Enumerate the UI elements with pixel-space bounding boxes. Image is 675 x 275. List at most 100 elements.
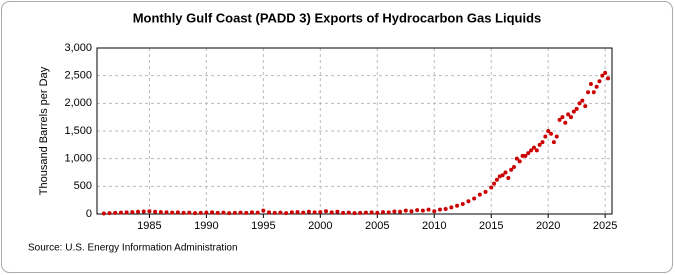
point bbox=[318, 210, 323, 215]
point bbox=[244, 210, 249, 215]
point bbox=[483, 189, 488, 194]
point bbox=[594, 84, 599, 89]
point bbox=[551, 140, 556, 145]
point bbox=[526, 151, 531, 156]
point bbox=[443, 207, 448, 212]
point bbox=[363, 210, 368, 215]
point bbox=[295, 210, 300, 215]
point bbox=[312, 210, 317, 215]
point bbox=[574, 106, 579, 111]
x-tick-label: 2000 bbox=[308, 220, 332, 232]
point bbox=[392, 209, 397, 214]
point bbox=[118, 210, 123, 215]
point bbox=[549, 131, 554, 136]
point bbox=[164, 210, 169, 215]
point bbox=[415, 208, 420, 213]
point bbox=[529, 148, 534, 153]
y-tick-label: 1,500 bbox=[64, 125, 92, 137]
point bbox=[571, 109, 576, 114]
point bbox=[517, 159, 522, 164]
point bbox=[352, 211, 357, 216]
point bbox=[204, 210, 209, 215]
y-tick-label: 2,500 bbox=[64, 70, 92, 82]
point bbox=[386, 210, 391, 215]
point bbox=[591, 90, 596, 95]
point bbox=[141, 209, 146, 214]
point bbox=[272, 210, 277, 215]
point bbox=[215, 210, 220, 215]
source: Source: U.S. Energy Information Administ… bbox=[28, 243, 238, 254]
point bbox=[566, 112, 571, 117]
x-tick-label: 2010 bbox=[422, 220, 446, 232]
point bbox=[358, 210, 363, 215]
point bbox=[192, 211, 197, 216]
point bbox=[603, 70, 608, 75]
x-tick-label: 2025 bbox=[593, 220, 617, 232]
point bbox=[130, 210, 135, 215]
y-tick-label: 3,000 bbox=[64, 42, 92, 54]
x-tick-label: 2015 bbox=[479, 220, 503, 232]
point bbox=[537, 142, 542, 147]
point bbox=[432, 209, 437, 214]
point bbox=[346, 210, 351, 215]
point bbox=[107, 211, 112, 216]
point bbox=[409, 209, 414, 214]
point bbox=[560, 115, 565, 120]
point bbox=[426, 207, 431, 212]
point bbox=[284, 211, 289, 216]
point bbox=[543, 134, 548, 139]
point bbox=[341, 210, 346, 215]
y-axis-label: Thousand Barrels per Day bbox=[38, 66, 50, 195]
point bbox=[158, 210, 163, 215]
point bbox=[289, 210, 294, 215]
point bbox=[153, 209, 158, 214]
point bbox=[335, 209, 340, 214]
point bbox=[500, 173, 505, 178]
point bbox=[523, 153, 528, 158]
point bbox=[503, 170, 508, 175]
point bbox=[494, 177, 499, 182]
point bbox=[477, 192, 482, 197]
point bbox=[147, 209, 152, 214]
point bbox=[221, 210, 226, 215]
point bbox=[580, 98, 585, 103]
point bbox=[324, 209, 329, 214]
point bbox=[520, 153, 525, 158]
point bbox=[600, 73, 605, 78]
x-tick-label: 2020 bbox=[536, 220, 560, 232]
point bbox=[181, 210, 186, 215]
x-tick-label: 1985 bbox=[137, 220, 161, 232]
point bbox=[449, 205, 454, 210]
point bbox=[597, 79, 602, 84]
point bbox=[124, 210, 129, 215]
point bbox=[261, 208, 266, 213]
point bbox=[506, 176, 511, 181]
y-tick-label: 2,000 bbox=[64, 97, 92, 109]
chart-title: Monthly Gulf Coast (PADD 3) Exports of H… bbox=[133, 10, 542, 25]
y-tick-label: 0 bbox=[86, 208, 92, 220]
point bbox=[267, 210, 272, 215]
point bbox=[227, 211, 232, 216]
point bbox=[437, 207, 442, 212]
point bbox=[514, 156, 519, 161]
point bbox=[489, 185, 494, 190]
point bbox=[420, 208, 425, 213]
point bbox=[101, 211, 106, 216]
x-tick-label: 2005 bbox=[365, 220, 389, 232]
point bbox=[301, 210, 306, 215]
point bbox=[249, 210, 254, 215]
point bbox=[398, 209, 403, 214]
point bbox=[187, 210, 192, 215]
point bbox=[546, 129, 551, 133]
point bbox=[329, 210, 334, 215]
point bbox=[113, 210, 118, 215]
x-tick-label: 1990 bbox=[194, 220, 218, 232]
point bbox=[577, 101, 582, 106]
y-tick-label: 500 bbox=[74, 180, 92, 192]
y-tick-label: 1,000 bbox=[64, 153, 92, 165]
point bbox=[492, 181, 497, 186]
point bbox=[466, 199, 471, 204]
point bbox=[175, 210, 180, 215]
point bbox=[255, 210, 260, 215]
